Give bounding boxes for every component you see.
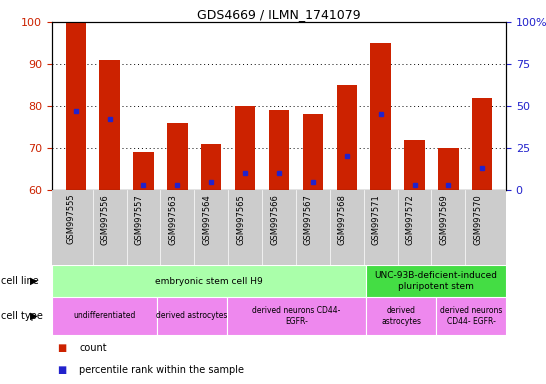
Text: GSM997564: GSM997564 (202, 194, 211, 245)
Bar (52, 297, 157, 335)
Bar (133, 152, 153, 190)
Text: GSM997572: GSM997572 (406, 194, 414, 245)
Text: GSM997569: GSM997569 (440, 194, 448, 245)
Text: GSM997555: GSM997555 (67, 194, 76, 244)
Text: derived
astrocytes: derived astrocytes (381, 306, 421, 326)
Text: GSM997563: GSM997563 (168, 194, 177, 245)
Text: cell line: cell line (1, 276, 38, 286)
Bar (336, 85, 357, 190)
Text: derived neurons CD44-
EGFR-: derived neurons CD44- EGFR- (252, 306, 341, 326)
Text: undifferentiated: undifferentiated (73, 311, 135, 321)
Bar (269, 110, 289, 190)
Text: GSM997556: GSM997556 (100, 194, 110, 245)
Text: derived astrocytes: derived astrocytes (156, 311, 227, 321)
Text: embryonic stem cell H9: embryonic stem cell H9 (155, 276, 263, 285)
Bar (366, 297, 436, 335)
Text: GSM997565: GSM997565 (236, 194, 245, 245)
Text: count: count (79, 343, 107, 353)
Text: GSM997570: GSM997570 (473, 194, 482, 245)
Text: GSM997571: GSM997571 (372, 194, 381, 245)
Text: ■: ■ (57, 364, 67, 374)
Title: GDS4669 / ILMN_1741079: GDS4669 / ILMN_1741079 (197, 8, 361, 21)
Text: GSM997566: GSM997566 (270, 194, 279, 245)
Bar (472, 98, 492, 190)
Text: cell type: cell type (1, 311, 43, 321)
Text: GSM997567: GSM997567 (304, 194, 313, 245)
Text: ▶: ▶ (30, 276, 38, 286)
Text: derived neurons
CD44- EGFR-: derived neurons CD44- EGFR- (440, 306, 502, 326)
Text: ▶: ▶ (30, 311, 38, 321)
Bar (302, 114, 323, 190)
Text: GSM997568: GSM997568 (338, 194, 347, 245)
Bar (167, 123, 187, 190)
Bar (366, 265, 506, 297)
Bar (52, 265, 366, 297)
Bar (438, 148, 459, 190)
Bar (371, 43, 391, 190)
Bar (405, 140, 425, 190)
Bar (436, 297, 506, 335)
Bar (99, 60, 120, 190)
Bar (157, 297, 227, 335)
Bar (201, 144, 221, 190)
Bar (235, 106, 256, 190)
Text: GSM997557: GSM997557 (134, 194, 144, 245)
Text: percentile rank within the sample: percentile rank within the sample (79, 364, 244, 374)
Text: ■: ■ (57, 343, 67, 353)
Bar (66, 22, 86, 190)
Bar (227, 297, 366, 335)
Text: UNC-93B-deficient-induced
pluripotent stem: UNC-93B-deficient-induced pluripotent st… (375, 271, 497, 291)
